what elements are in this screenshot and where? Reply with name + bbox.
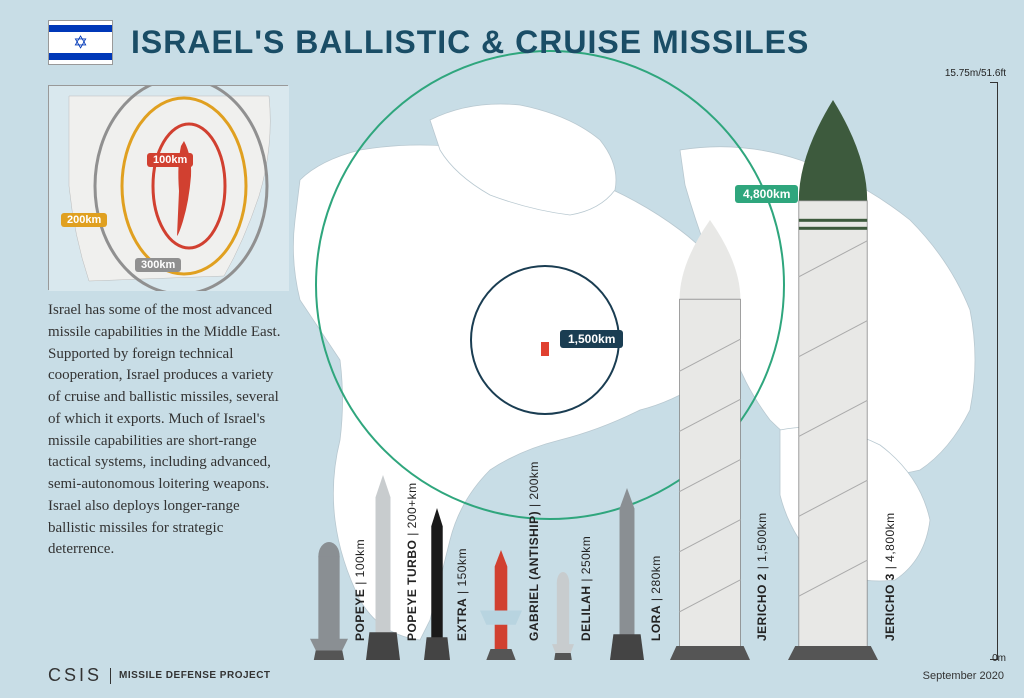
missile-popeye-turbo: POPEYE TURBO | 200+km [366,475,400,660]
missile-gabriel-antiship-: GABRIEL (ANTISHIP) | 200km [480,550,522,660]
inset-range-map: 100km 200km 300km [48,85,288,290]
range-200km: 200km [61,213,107,227]
csis-logo: CSIS [48,665,102,686]
missile-label: DELILAH | 250km [579,536,593,641]
publication-date: September 2020 [923,670,1004,682]
missile-label: EXTRA | 150km [455,548,469,641]
height-scale: 15.75m/51.6ft 0m [966,82,1006,660]
range-100km: 100km [147,153,193,167]
missile-label: JERICHO 3 | 4,800km [883,512,897,641]
missile-jericho-2: JERICHO 2 | 1,500km [670,220,750,660]
missile-delilah: DELILAH | 250km [552,572,574,660]
missile-lora: LORA | 280km [610,488,644,660]
missile-extra: EXTRA | 150km [424,508,450,660]
missile-label: POPEYE | 100km [353,539,367,641]
missile-jericho-3: JERICHO 3 | 4,800km [788,100,878,660]
main-title: ISRAEL'S BALLISTIC & CRUISE MISSILES [131,24,809,61]
project-name: MISSILE DEFENSE PROJECT [119,670,271,681]
missile-label: JERICHO 2 | 1,500km [755,512,769,641]
israel-flag: ✡ [48,20,113,65]
missile-popeye: POPEYE | 100km [310,542,348,660]
description-text: Israel has some of the most advanced mis… [48,300,288,561]
scale-top: 15.75m/51.6ft [945,68,1006,79]
footer: CSIS MISSILE DEFENSE PROJECT September 2… [48,665,1004,686]
missile-lineup: POPEYE | 100km POPEYE TURBO | 200+km EXT… [310,160,962,660]
range-300km: 300km [135,258,181,272]
scale-bottom: 0m [992,653,1006,664]
missile-label: GABRIEL (ANTISHIP) | 200km [527,461,541,641]
missile-label: LORA | 280km [649,555,663,641]
missile-label: POPEYE TURBO | 200+km [405,482,419,641]
